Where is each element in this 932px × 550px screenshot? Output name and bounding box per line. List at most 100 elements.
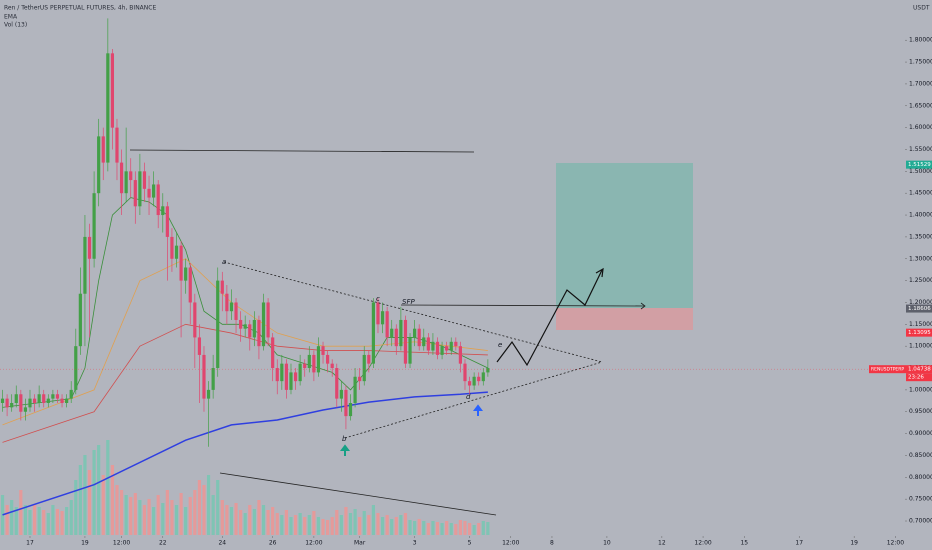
candle-body — [138, 171, 142, 207]
volume-bar — [197, 480, 202, 535]
candle-body — [197, 337, 202, 355]
volume-bar — [426, 523, 430, 535]
volume-bar — [170, 500, 174, 535]
candle-body — [248, 324, 252, 338]
candle-body — [60, 398, 64, 403]
y-tick-label: 1.50000 — [909, 168, 932, 175]
annotation: e — [498, 341, 502, 349]
volume-bar — [252, 509, 256, 535]
volume-bar — [161, 503, 165, 535]
candle-body — [14, 394, 18, 403]
annotation: c — [376, 295, 380, 303]
volume-bar — [216, 480, 220, 535]
volume-bar — [188, 497, 192, 535]
ema-line — [2, 323, 488, 443]
volume-bar — [445, 521, 449, 535]
volume-bar — [60, 511, 64, 535]
x-tick-label: 8 — [550, 540, 554, 547]
volume-bar — [303, 517, 307, 535]
candle-body — [380, 311, 385, 325]
volume-bar — [380, 517, 385, 535]
volume-bar — [220, 500, 224, 535]
x-tick-label: 24 — [218, 540, 226, 547]
candle-body — [32, 398, 37, 403]
volume-bar — [206, 475, 211, 535]
x-tick-label: 5 — [468, 540, 472, 547]
candle-body — [330, 363, 334, 369]
candle-body — [193, 302, 197, 338]
x-tick-label: 17 — [795, 540, 803, 547]
x-tick-label: 12:00 — [502, 540, 519, 547]
candle-body — [445, 346, 449, 351]
candle-body — [0, 398, 5, 403]
candle-body — [133, 180, 137, 207]
price-label: 1.18606 — [908, 306, 931, 312]
volume-bar — [179, 493, 183, 535]
volume-bar — [211, 495, 215, 535]
candle-body — [422, 337, 426, 347]
volume-bar — [284, 510, 289, 535]
triangle-upper — [223, 261, 603, 363]
candle-body — [467, 381, 472, 386]
y-tick-label: 1.15000 — [909, 321, 932, 328]
volume-bar — [344, 507, 348, 535]
y-tick-label: 1.45000 — [909, 190, 932, 197]
candle-body — [289, 372, 293, 390]
volume-bar — [472, 525, 476, 535]
candle-body — [257, 319, 261, 347]
y-tick-label: 0.80000 — [909, 474, 932, 481]
y-tick-label: 1.20000 — [909, 299, 932, 306]
candle-body — [403, 319, 408, 364]
volume-bar — [165, 490, 169, 535]
volume-bar — [275, 513, 279, 535]
x-tick-label: 26 — [269, 540, 277, 547]
candle-body — [307, 354, 311, 369]
volume-bar — [142, 505, 147, 535]
volume-bar — [97, 445, 101, 535]
chart-title: Ren / TetherUS PERPETUAL FUTURES, 4h, BI… — [4, 5, 156, 12]
x-tick-label: 3 — [413, 540, 417, 547]
candle-body — [353, 376, 357, 403]
candle-body — [298, 363, 302, 382]
candle-body — [431, 341, 435, 351]
volume-bar — [78, 465, 82, 535]
candle-body — [5, 398, 9, 408]
x-tick-label: 19 — [850, 540, 858, 547]
volume-bar — [408, 520, 412, 535]
volume-bar — [431, 521, 435, 535]
volume-bar — [399, 515, 403, 535]
y-tick-label: 1.35000 — [909, 233, 932, 240]
candle-body — [69, 389, 73, 399]
y-tick-label: 0.70000 — [909, 518, 932, 525]
candle-body — [261, 302, 266, 347]
volume-bar — [261, 505, 266, 535]
candle-body — [234, 302, 238, 320]
volume-bar — [280, 515, 284, 535]
candle-body — [239, 319, 243, 329]
candle-body — [440, 346, 444, 355]
volume-bar — [0, 495, 5, 535]
volume-bar — [119, 490, 124, 535]
volume-bar — [65, 507, 69, 535]
volume-bar — [42, 510, 46, 535]
volume-bar — [486, 522, 490, 535]
candle-body — [413, 328, 417, 338]
volume-bar — [174, 505, 179, 535]
last-price-symbol: RENUSDTPERP — [871, 367, 904, 373]
y-tick-label: 1.00000 — [909, 386, 932, 393]
candle-body — [184, 267, 188, 281]
candle-body — [156, 184, 160, 216]
x-tick-label: 12 — [658, 540, 666, 547]
volume-bar — [248, 505, 252, 535]
annotation: d — [466, 393, 471, 401]
volume-bar — [321, 519, 325, 535]
volume-bar — [413, 521, 417, 535]
candle-body — [335, 368, 339, 399]
volume-bar — [133, 493, 137, 535]
candle-body — [303, 363, 307, 369]
projection — [496, 269, 603, 367]
volume-bar — [10, 500, 14, 535]
volume-bar — [152, 507, 156, 535]
x-tick-label: 22 — [159, 540, 167, 547]
volume-bar — [348, 513, 353, 535]
